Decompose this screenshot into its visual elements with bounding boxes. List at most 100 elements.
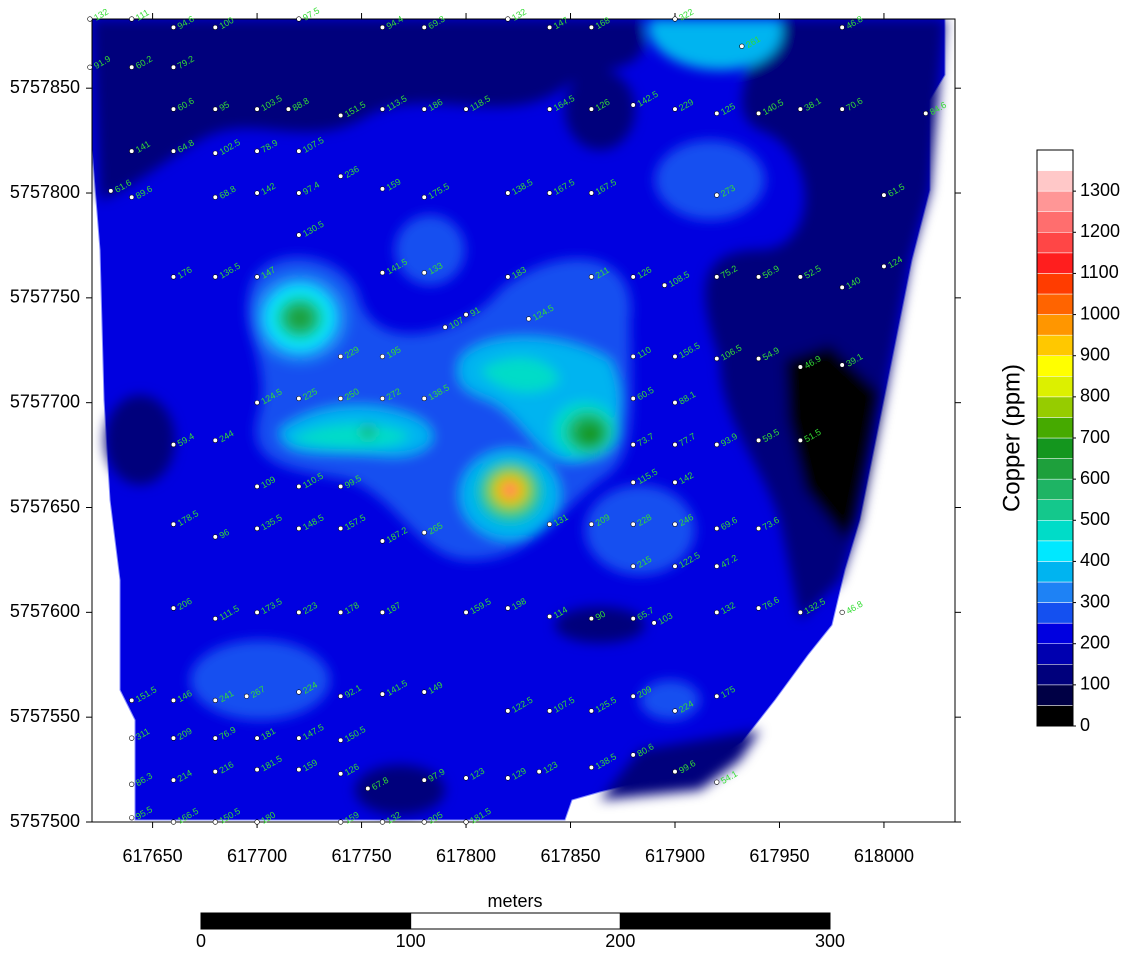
- sample-point: [505, 274, 511, 280]
- colorbar-band: [1036, 458, 1074, 480]
- sample-point: [254, 274, 260, 280]
- sample-point: [630, 521, 636, 527]
- sample-point: [170, 605, 177, 611]
- colorbar-band: [1036, 540, 1074, 562]
- sample-point: [588, 764, 595, 771]
- x-tick-label: 617800: [436, 846, 496, 866]
- sample-point: [129, 815, 135, 821]
- sample-point: [338, 395, 344, 402]
- x-tick-label: 617700: [227, 846, 287, 866]
- sample-point: [672, 16, 678, 22]
- sample-point: [338, 483, 344, 490]
- sample-point: [739, 43, 745, 49]
- sample-point: [421, 24, 427, 30]
- sample-point: [630, 616, 636, 622]
- colorbar-band: [1036, 499, 1074, 521]
- sample-point: [379, 538, 386, 544]
- sample-point: [296, 483, 302, 490]
- sample-point: [338, 112, 344, 119]
- y-tick-label: 5757850: [10, 77, 80, 97]
- sample-point: [254, 525, 260, 532]
- colorbar-band: [1036, 211, 1074, 233]
- colorbar-band: [1036, 293, 1074, 315]
- colorbar-tick-label: 1300: [1080, 180, 1120, 200]
- sample-point: [421, 777, 427, 783]
- sample-point: [212, 274, 218, 280]
- contour-fill: [92, 19, 946, 821]
- sample-point: [170, 274, 177, 280]
- sample-point: [129, 697, 135, 703]
- sample-point: [714, 110, 720, 116]
- colorbar-band: [1036, 602, 1074, 624]
- sample-point: [254, 106, 260, 112]
- colorbar-band: [1036, 396, 1074, 418]
- sample-point: [442, 324, 448, 330]
- sample-point: [588, 190, 595, 196]
- sample-label: 91: [468, 305, 482, 319]
- sample-point: [672, 442, 678, 448]
- sample-point: [338, 737, 344, 743]
- sample-point: [588, 274, 595, 280]
- sample-point: [170, 777, 177, 783]
- sample-point: [839, 284, 845, 290]
- scale-bar-segment: [410, 912, 621, 930]
- sample-point: [661, 282, 668, 288]
- colorbar-band: [1036, 520, 1074, 542]
- sample-point: [630, 752, 636, 758]
- sample-point: [212, 697, 218, 703]
- sample-point: [379, 395, 386, 402]
- colorbar-band: [1036, 334, 1074, 356]
- sample-point: [338, 771, 344, 777]
- sample-point: [630, 274, 636, 280]
- colorbar-band: [1036, 581, 1074, 603]
- sample-point: [588, 24, 595, 30]
- colorbar-band: [1036, 684, 1074, 706]
- sample-point: [755, 274, 762, 280]
- sample-point: [672, 521, 678, 527]
- sample-point: [129, 16, 135, 22]
- sample-point: [547, 190, 553, 196]
- sample-point: [630, 479, 636, 485]
- sample-point: [588, 106, 595, 112]
- sample-point: [881, 263, 887, 269]
- sample-point: [296, 395, 302, 402]
- sample-point: [672, 563, 678, 569]
- sample-point: [630, 353, 636, 360]
- sample-point: [714, 693, 720, 699]
- sample-point: [755, 437, 762, 444]
- sample-point: [254, 400, 260, 406]
- sample-point: [714, 356, 720, 362]
- sample-point: [365, 785, 371, 792]
- sample-point: [379, 609, 386, 615]
- sample-point: [170, 697, 177, 703]
- colorbar-band: [1036, 170, 1074, 192]
- sample-point: [630, 395, 636, 402]
- sample-point: [129, 194, 135, 200]
- x-tick-label: 617950: [749, 846, 809, 866]
- contour-bands: [92, 19, 945, 815]
- sample-point: [170, 148, 177, 154]
- sample-point: [129, 781, 135, 787]
- sample-point: [547, 106, 553, 112]
- sample-point: [463, 819, 469, 825]
- colorbar-band: [1036, 314, 1074, 336]
- sample-point: [338, 609, 344, 615]
- sample-point: [212, 735, 218, 741]
- colorbar-band: [1036, 478, 1074, 500]
- sample-point: [212, 769, 218, 775]
- y-tick-label: 5757500: [10, 811, 80, 831]
- sample-point: [505, 16, 511, 22]
- sample-point: [379, 270, 386, 276]
- scale-bar-tick-label: 100: [396, 931, 426, 951]
- sample-point: [212, 819, 218, 825]
- colorbar-band: [1036, 273, 1074, 295]
- colorbar-band: [1036, 561, 1074, 583]
- sample-point: [421, 530, 427, 536]
- colorbar-tick-label: 1100: [1080, 262, 1119, 282]
- sample-point: [881, 192, 887, 198]
- sample-label: 46.8: [844, 599, 864, 616]
- sample-point: [338, 173, 344, 179]
- sample-point: [755, 356, 762, 362]
- sample-point: [296, 190, 302, 196]
